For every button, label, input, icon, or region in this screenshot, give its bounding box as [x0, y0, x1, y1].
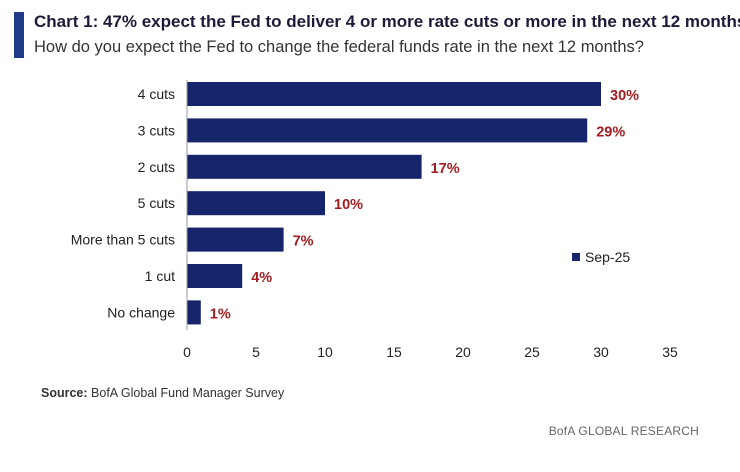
x-tick-label: 10: [317, 344, 333, 360]
chart-title: Chart 1: 47% expect the Fed to deliver 4…: [34, 12, 740, 31]
legend-swatch: [572, 253, 580, 261]
bar: [187, 82, 601, 106]
category-label: 3 cuts: [138, 122, 175, 138]
category-label: No change: [107, 304, 175, 320]
source-note: Source: BofA Global Fund Manager Survey: [41, 386, 284, 400]
x-tick-label: 0: [183, 344, 191, 360]
bar: [187, 154, 422, 179]
category-label: 1 cut: [145, 268, 175, 284]
bar: [187, 227, 284, 252]
data-label: 1%: [210, 306, 231, 322]
category-label: 5 cuts: [138, 195, 175, 211]
data-label: 29%: [596, 124, 625, 140]
legend-label: Sep-25: [585, 249, 630, 265]
data-label: 30%: [610, 88, 639, 104]
bar: [187, 191, 325, 216]
data-label: 17%: [431, 161, 460, 177]
bar: [187, 118, 588, 143]
title-accent-bar: [14, 12, 24, 58]
source-text: BofA Global Fund Manager Survey: [91, 386, 285, 400]
x-tick-label: 15: [386, 344, 402, 360]
chart-subtitle: How do you expect the Fed to change the …: [34, 38, 644, 56]
bar: [187, 264, 243, 288]
data-label: 4%: [251, 270, 272, 286]
x-tick-label: 20: [455, 344, 471, 360]
bar: [187, 300, 201, 325]
category-label: More than 5 cuts: [71, 232, 175, 248]
data-label: 7%: [293, 234, 314, 250]
brand-footer: BofA GLOBAL RESEARCH: [548, 424, 699, 438]
x-tick-label: 30: [593, 344, 609, 360]
source-label: Source:: [41, 386, 88, 400]
category-label: 4 cuts: [138, 86, 175, 102]
x-tick-label: 25: [524, 344, 540, 360]
x-tick-label: 35: [662, 344, 678, 360]
data-label: 10%: [334, 197, 363, 213]
category-label: 2 cuts: [138, 159, 175, 175]
x-tick-label: 5: [252, 344, 260, 360]
